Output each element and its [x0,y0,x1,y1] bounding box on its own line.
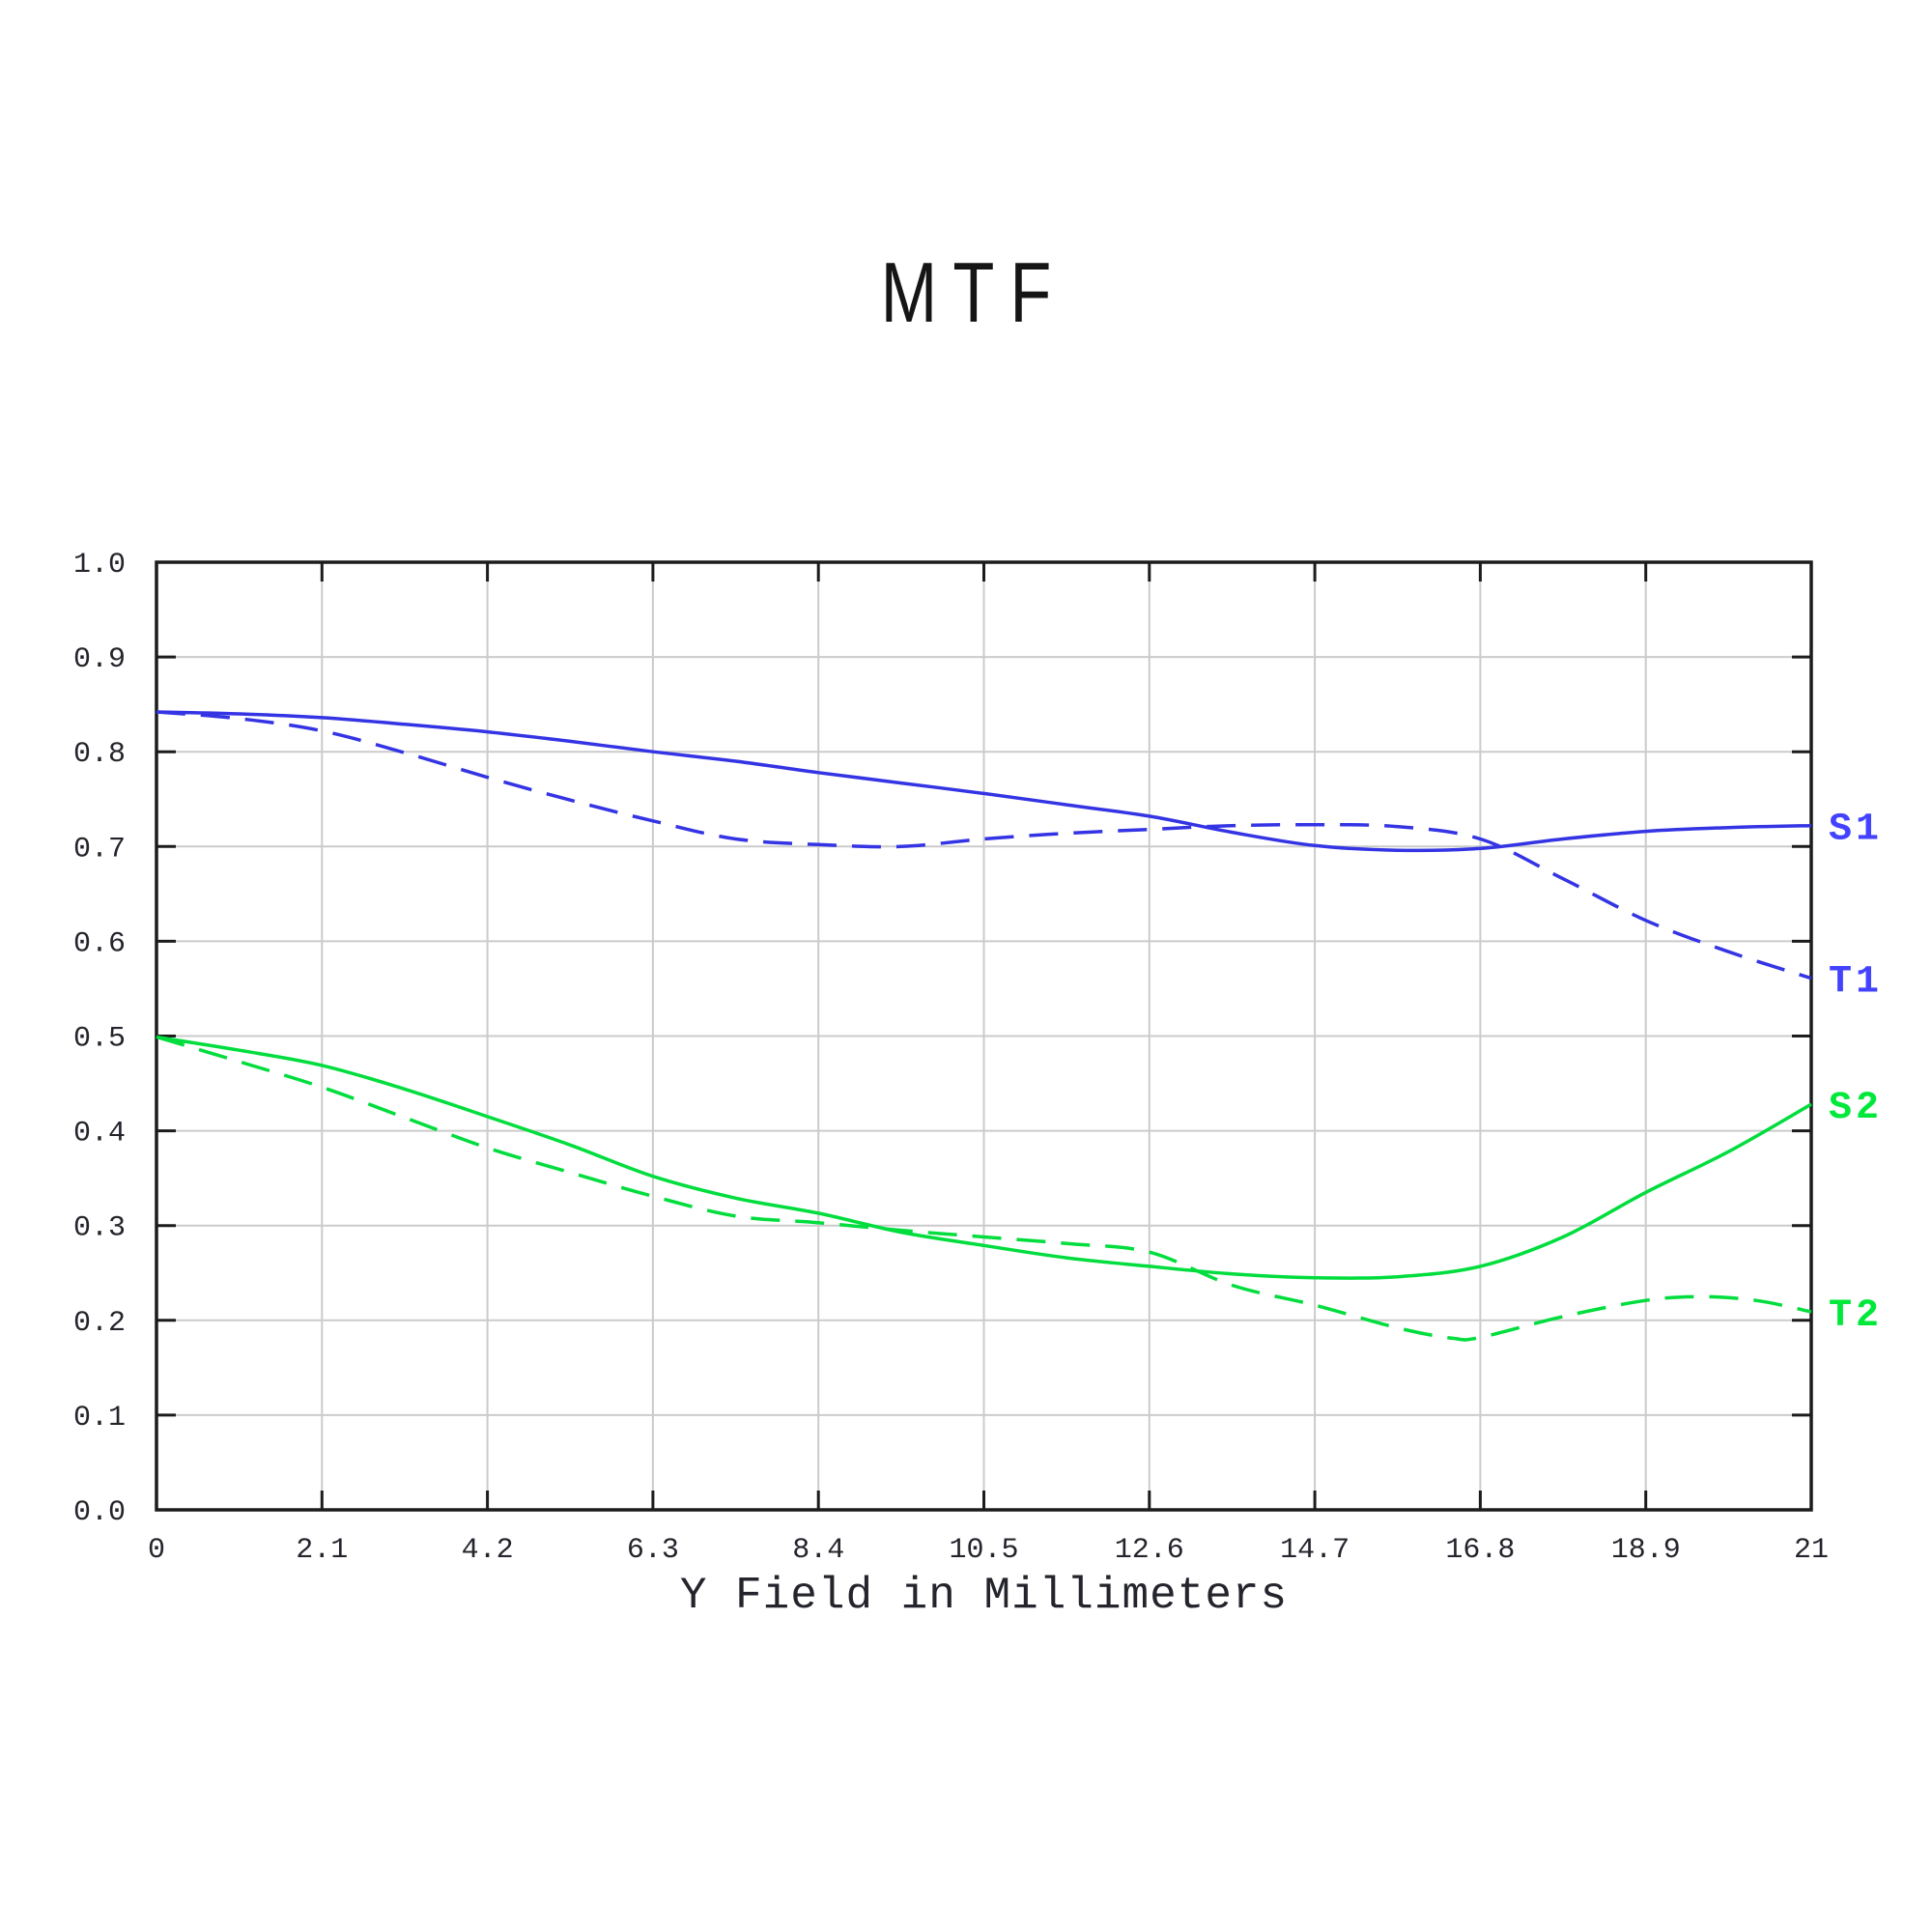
x-axis-title: Y Field in Millimeters [680,1571,1288,1621]
chart-title: MTF [880,244,1067,340]
x-tick-label: 14.7 [1280,1534,1350,1567]
series-label-T2: T2 [1829,1294,1883,1338]
series-curve-S2 [156,1035,1812,1280]
y-tick-label: 0.4 [73,1118,126,1151]
y-tick-label: 0.1 [73,1402,126,1435]
y-tick-label: 0.9 [73,643,126,676]
x-tick-label: 4.2 [462,1534,514,1567]
series-curve-S1 [156,710,1812,853]
x-tick-label: 12.6 [1115,1534,1184,1567]
series-curve-T1 [156,710,1812,980]
y-tick-label: 0.0 [73,1496,126,1529]
series-label-T1: T1 [1829,961,1883,1005]
plot-frame [155,560,1813,1512]
y-tick-label: 0.6 [73,927,126,960]
x-tick-label: 2.1 [296,1534,348,1567]
x-tick-label: 16.8 [1445,1534,1515,1567]
series-curve-T2 [156,1035,1812,1342]
series-label-S2: S2 [1829,1087,1883,1130]
y-tick-label: 0.8 [73,738,126,771]
x-tick-label: 0 [148,1534,165,1567]
x-tick-label: 21 [1794,1534,1829,1567]
y-tick-label: 0.5 [73,1023,126,1056]
x-tick-label: 10.5 [949,1534,1018,1567]
y-tick-label: 0.7 [73,833,126,866]
x-tick-label: 18.9 [1611,1534,1681,1567]
y-tick-label: 0.2 [73,1307,126,1340]
series-label-S1: S1 [1829,809,1883,852]
y-tick-label: 0.3 [73,1212,126,1245]
y-tick-label: 1.0 [73,549,126,582]
x-tick-label: 6.3 [627,1534,679,1567]
x-tick-label: 8.4 [792,1534,844,1567]
